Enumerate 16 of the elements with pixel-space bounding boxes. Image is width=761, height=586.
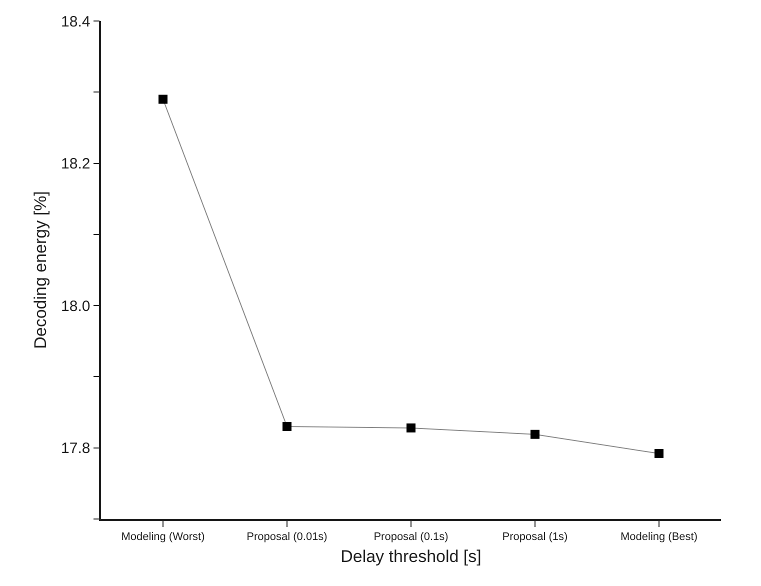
point: [282, 422, 292, 432]
x-tick-label: Proposal (0.1s): [374, 530, 448, 543]
x-tick-label: Modeling (Worst): [121, 530, 205, 543]
x-tick-label: Modeling (Best): [620, 530, 698, 543]
text: 18.0: [61, 298, 90, 315]
y-axis-title: Decoding energy [%]: [31, 191, 50, 349]
point: [406, 423, 416, 432]
x-tick-label: Proposal (0.01s): [246, 530, 328, 543]
point: [158, 94, 168, 104]
x-tick-label: Proposal (1s): [502, 530, 568, 543]
y-tick-label: 18.4: [61, 13, 90, 30]
y-tick-label: 18.2: [61, 156, 90, 173]
x-axis-title: Delay threshold [s]: [340, 546, 482, 566]
point: [654, 449, 664, 458]
point: [530, 430, 540, 439]
y-tick-label: 17.8: [61, 440, 90, 458]
